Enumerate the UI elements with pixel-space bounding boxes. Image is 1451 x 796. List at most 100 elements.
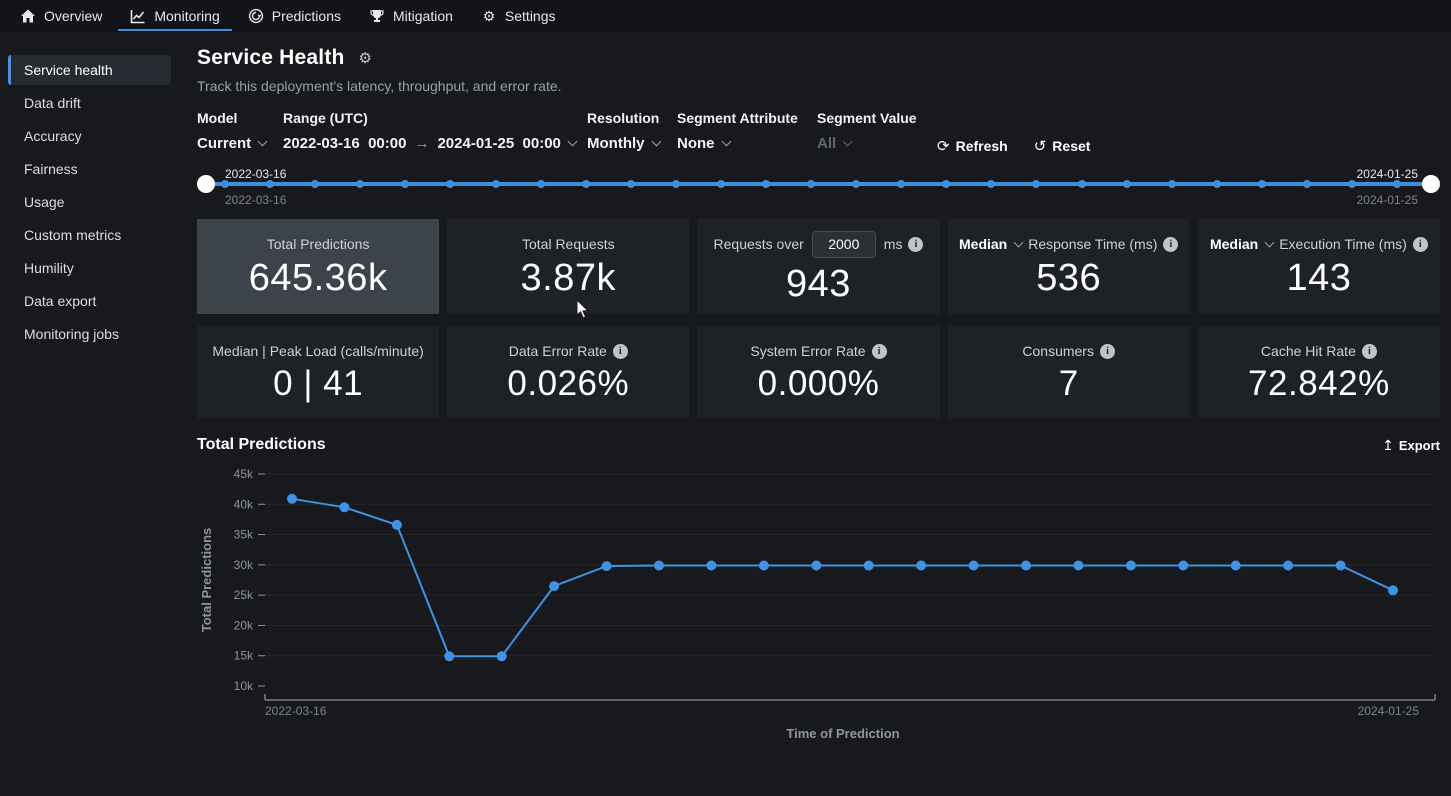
info-icon[interactable]: i [908, 236, 924, 252]
data-point[interactable] [287, 493, 297, 504]
chevron-down-icon [1264, 237, 1275, 247]
export-button[interactable]: ↥ Export [1382, 437, 1440, 454]
slider-tick-dot [626, 180, 635, 188]
metric-label-text: System Error Rate [750, 343, 866, 359]
slider-tick-dot [807, 180, 815, 188]
data-point[interactable] [1125, 560, 1136, 571]
sidebar-item-accuracy[interactable]: Accuracy [24, 128, 82, 144]
sidebar-item-fairness[interactable]: Fairness [24, 161, 78, 177]
slider-start-range-label: 2022-03-16 [225, 193, 287, 207]
data-point[interactable] [549, 581, 560, 592]
threshold-input[interactable] [811, 230, 876, 258]
total-predictions-chart: 10k 15k 20k 25k 30k 35k 40k 45k 2022-03-16 2024-0… [197, 458, 1440, 755]
chevron-down-icon [257, 136, 268, 147]
slider-tick-dot [446, 180, 455, 188]
date-range-slider[interactable]: 2022-03-16 2022-03-16 2024-01-25 2024-01… [197, 167, 1440, 213]
slider-handle-right[interactable] [1422, 175, 1440, 193]
info-icon[interactable]: i [612, 343, 628, 359]
data-point[interactable] [444, 651, 455, 662]
metric-card-cache-hit-rate[interactable]: Cache Hit Rate i 72.842% [1197, 326, 1440, 418]
metric-label: Median Execution Time (ms) i [1210, 236, 1428, 252]
metric-card-response-time[interactable]: Median Response Time (ms) i 536 [947, 219, 1190, 314]
metric-card-execution-time[interactable]: Median Execution Time (ms) i 143 [1197, 219, 1440, 314]
sidebar-item-usage[interactable]: Usage [24, 194, 65, 210]
metric-card-total-predictions[interactable]: Total Predictions 645.36k [197, 219, 440, 314]
sidebar-item-service-health[interactable]: Service health [8, 55, 171, 85]
top-nav: Overview Monitoring Predictions Mitigation ⚙… [0, 0, 1451, 32]
data-point[interactable] [863, 560, 874, 571]
nav-item-settings[interactable]: ⚙ Settings [467, 0, 570, 31]
model-filter: Model Current [197, 110, 268, 152]
range-select[interactable]: 2022-03-16 00:00 → 2024-01-25 00:00 [283, 135, 578, 152]
sidebar-item-data-drift[interactable]: Data drift [24, 95, 81, 111]
data-point[interactable] [1335, 560, 1346, 571]
predictions-icon [248, 8, 263, 23]
slider-handle-left[interactable] [197, 175, 215, 193]
data-point[interactable] [601, 561, 612, 572]
metric-card-system-error-rate[interactable]: System Error Rate i 0.000% [697, 326, 940, 418]
data-point[interactable] [1283, 560, 1294, 571]
main-content: Service Health ⚙ Track this deployment's… [185, 32, 1451, 796]
metric-label: Median | Peak Load (calls/minute) [212, 343, 423, 359]
data-point[interactable] [811, 560, 822, 571]
nav-item-predictions[interactable]: Predictions [234, 0, 355, 31]
sidebar-item-data-export[interactable]: Data export [24, 293, 97, 309]
segment-attribute-filter: Segment Attribute None [677, 110, 798, 152]
y-axis-tick-label: 35k [234, 528, 254, 542]
metric-card-consumers[interactable]: Consumers i 7 [947, 326, 1190, 418]
reset-button[interactable]: ↺ Reset [1034, 137, 1091, 155]
slider-start-date-label: 2022-03-16 [225, 167, 287, 181]
data-point[interactable] [758, 560, 769, 571]
sidebar-item-monitoring-jobs[interactable]: Monitoring jobs [24, 326, 119, 342]
reset-button-label: Reset [1052, 138, 1091, 154]
data-point[interactable] [654, 560, 664, 571]
median-dropdown[interactable]: Median [1209, 236, 1259, 252]
refresh-button[interactable]: ⟳ Refresh [937, 137, 1008, 155]
range-filter: Range (UTC) 2022-03-16 00:00 → 2024-01-2… [283, 110, 578, 152]
sidebar-item-custom-metrics[interactable]: Custom metrics [24, 227, 122, 243]
data-point[interactable] [391, 519, 402, 530]
y-axis-tick-label: 15k [234, 649, 254, 663]
info-icon[interactable]: i [1412, 236, 1428, 252]
info-icon[interactable]: i [1163, 236, 1179, 252]
nav-item-monitoring[interactable]: Monitoring [116, 0, 233, 31]
sidebar: Service health Data drift Accuracy Fairness… [0, 32, 185, 796]
slider-track[interactable] [197, 182, 1440, 186]
metric-value: 645.36k [248, 257, 388, 299]
nav-item-overview[interactable]: Overview [6, 0, 116, 31]
data-point[interactable] [1178, 560, 1189, 571]
median-dropdown[interactable]: Median [959, 236, 1008, 252]
data-point[interactable] [1388, 585, 1398, 596]
data-point[interactable] [968, 560, 979, 571]
metric-card-total-requests[interactable]: Total Requests 3.87k [447, 219, 690, 314]
metric-card-peak-load[interactable]: Median | Peak Load (calls/minute) 0 | 41 [197, 326, 440, 418]
range-end-time: 00:00 [522, 135, 561, 152]
data-point[interactable] [1021, 560, 1031, 571]
segment-attribute-select[interactable]: None [677, 135, 793, 152]
model-select[interactable]: Current [197, 135, 268, 152]
metric-label: Total Predictions [267, 236, 370, 252]
slider-tick-dot [356, 180, 365, 188]
page-settings-gear-icon[interactable]: ⚙ [358, 50, 372, 67]
data-point[interactable] [706, 560, 717, 571]
metric-value: 0.000% [757, 364, 880, 403]
info-icon[interactable]: i [871, 343, 887, 359]
data-point[interactable] [1230, 560, 1241, 571]
y-axis-tick-label: 30k [234, 558, 254, 572]
slider-tick-dot [1257, 180, 1266, 188]
data-point[interactable] [916, 560, 927, 571]
nav-item-label: Predictions [271, 7, 341, 24]
nav-item-mitigation[interactable]: Mitigation [355, 0, 467, 31]
metric-card-data-error-rate[interactable]: Data Error Rate i 0.026% [447, 326, 690, 418]
metric-label-unit: ms [883, 236, 903, 252]
resolution-select[interactable]: Monthly [587, 135, 661, 152]
data-point[interactable] [339, 502, 350, 513]
sidebar-item-humility[interactable]: Humility [24, 260, 74, 276]
data-point[interactable] [1073, 560, 1084, 571]
info-icon[interactable]: i [1361, 343, 1377, 359]
slider-tick-dot [581, 180, 590, 188]
slider-tick-dot [1077, 180, 1086, 188]
data-point[interactable] [496, 651, 507, 662]
info-icon[interactable]: i [1099, 343, 1115, 359]
metric-card-requests-over[interactable]: Requests over msi 943 [697, 219, 940, 314]
